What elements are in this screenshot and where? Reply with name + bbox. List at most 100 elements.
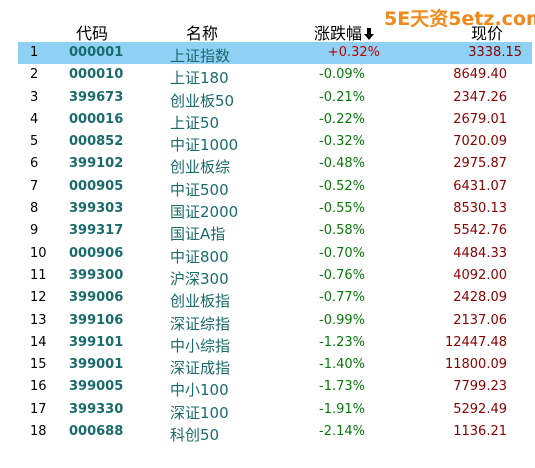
row-price: 5542.76 xyxy=(453,223,507,239)
row-change: -1.91% xyxy=(319,401,365,417)
row-change: -0.55% xyxy=(319,201,365,217)
row-name: 深证100 xyxy=(170,403,229,422)
row-price: 2679.01 xyxy=(453,111,507,127)
watermark-logo: 5E天资5etz.com xyxy=(384,8,535,30)
row-index: 7 xyxy=(30,178,39,194)
row-name: 国证2000 xyxy=(170,203,239,222)
table-row[interactable]: 13 399106 深证综指 -0.99% 2137.06 xyxy=(0,310,535,333)
row-index: 13 xyxy=(30,312,47,328)
row-price: 6431.07 xyxy=(453,178,507,194)
column-header-name[interactable]: 名称 xyxy=(186,24,219,43)
row-price: 3338.15 xyxy=(468,45,522,60)
table-header: 代码 名称 涨跌幅 现价 xyxy=(0,20,535,44)
row-code: 399317 xyxy=(69,223,124,239)
table-row[interactable]: 6 399102 创业板综 -0.48% 2975.87 xyxy=(0,153,535,177)
row-index: 5 xyxy=(30,134,39,150)
table-row[interactable]: 5 000852 中证1000 -0.32% 7020.09 xyxy=(0,131,535,155)
row-name: 上证50 xyxy=(170,113,220,132)
row-price: 4484.33 xyxy=(453,245,507,261)
row-index: 3 xyxy=(30,89,39,105)
row-name: 深证成指 xyxy=(170,359,231,378)
row-index: 4 xyxy=(30,111,39,127)
row-index: 15 xyxy=(30,357,47,373)
row-code: 399101 xyxy=(69,334,124,350)
column-header-change-label: 涨跌幅 xyxy=(314,24,363,43)
row-name: 创业板指 xyxy=(170,292,231,311)
row-change: -0.48% xyxy=(319,156,365,172)
row-name: 中证1000 xyxy=(170,136,239,155)
row-code: 000010 xyxy=(69,67,124,83)
row-code: 399102 xyxy=(69,156,124,172)
table-row[interactable]: 9 399317 国证A指 -0.58% 5542.76 xyxy=(0,220,535,243)
row-change: -0.09% xyxy=(319,67,365,83)
row-name: 沪深300 xyxy=(170,269,229,288)
row-index: 2 xyxy=(30,67,39,83)
row-name: 深证综指 xyxy=(170,314,231,333)
column-header-code[interactable]: 代码 xyxy=(76,24,109,43)
row-code: 399006 xyxy=(69,290,124,306)
row-name: 中小100 xyxy=(170,381,229,400)
table-row[interactable]: 15 399001 深证成指 -1.40% 11800.09 xyxy=(0,354,535,378)
row-code: 000016 xyxy=(69,111,124,127)
table-row[interactable]: 14 399101 中小综指 -1.23% 12447.48 xyxy=(0,332,535,355)
row-change: -1.73% xyxy=(319,379,365,395)
table-row[interactable]: 2 000010 上证180 -0.09% 8649.40 xyxy=(0,64,535,88)
row-price: 7799.23 xyxy=(453,379,507,395)
row-price: 1136.21 xyxy=(453,424,507,440)
row-price: 2137.06 xyxy=(453,312,507,328)
row-name: 创业板综 xyxy=(170,158,231,177)
row-price: 7020.09 xyxy=(453,134,507,150)
row-price: 8530.13 xyxy=(453,201,507,217)
row-change: -0.22% xyxy=(319,111,365,127)
column-header-price[interactable]: 现价 xyxy=(471,24,504,43)
table-row[interactable]: 7 000905 中证500 -0.52% 6431.07 xyxy=(0,176,535,199)
row-code: 000905 xyxy=(69,178,124,194)
row-code: 399001 xyxy=(69,357,124,373)
table-row[interactable]: 16 399005 中小100 -1.73% 7799.23 xyxy=(0,376,535,400)
row-price: 11800.09 xyxy=(444,357,507,373)
row-change: -0.99% xyxy=(319,312,365,328)
row-name: 中证800 xyxy=(170,247,229,266)
row-price: 2347.26 xyxy=(453,89,507,105)
row-price: 2975.87 xyxy=(453,156,507,172)
table-row[interactable]: 8 399303 国证2000 -0.55% 8530.13 xyxy=(0,198,535,222)
row-code: 399330 xyxy=(69,401,124,417)
table-row[interactable]: 12 399006 创业板指 -0.77% 2428.09 xyxy=(0,287,535,311)
row-code: 399300 xyxy=(69,267,124,283)
row-price: 12447.48 xyxy=(444,334,507,350)
row-name: 上证180 xyxy=(170,69,229,88)
row-price: 4092.00 xyxy=(453,267,507,283)
row-name: 中证500 xyxy=(170,180,229,199)
row-price: 8649.40 xyxy=(453,67,507,83)
quote-table: 1 000001 上证指数 +0.32% 3338.15 2 000010 上证180 -0.0… xyxy=(0,42,535,445)
column-header-change[interactable]: 涨跌幅 xyxy=(314,20,375,44)
row-index: 14 xyxy=(30,334,47,350)
table-row[interactable]: 11 399300 沪深300 -0.76% 4092.00 xyxy=(0,265,535,288)
row-name: 科创50 xyxy=(170,426,220,445)
row-name: 中小综指 xyxy=(170,336,231,355)
table-row[interactable]: 1 000001 上证指数 +0.32% 3338.15 xyxy=(18,42,532,65)
row-index: 10 xyxy=(30,245,47,261)
row-change: -0.76% xyxy=(319,267,365,283)
row-price: 5292.49 xyxy=(453,401,507,417)
table-row[interactable]: 17 399330 深证100 -1.91% 5292.49 xyxy=(0,399,535,422)
row-change: -1.40% xyxy=(319,357,365,373)
table-row[interactable]: 3 399673 创业板50 -0.21% 2347.26 xyxy=(0,87,535,110)
row-code: 399005 xyxy=(69,379,124,395)
row-index: 8 xyxy=(30,201,39,217)
row-change: -2.14% xyxy=(319,424,365,440)
row-change: -0.58% xyxy=(319,223,365,239)
row-code: 399106 xyxy=(69,312,124,328)
table-row[interactable]: 10 000906 中证800 -0.70% 4484.33 xyxy=(0,243,535,266)
row-code: 000001 xyxy=(69,45,124,60)
row-change: -1.23% xyxy=(319,334,365,350)
table-row[interactable]: 4 000016 上证50 -0.22% 2679.01 xyxy=(0,109,535,132)
row-code: 399303 xyxy=(69,201,124,217)
row-code: 399673 xyxy=(69,89,124,105)
row-change: +0.32% xyxy=(327,45,380,60)
row-index: 18 xyxy=(30,424,47,440)
row-index: 17 xyxy=(30,401,47,417)
table-row[interactable]: 18 000688 科创50 -2.14% 1136.21 xyxy=(0,421,535,445)
row-index: 11 xyxy=(30,267,47,283)
row-change: -0.70% xyxy=(319,245,365,261)
